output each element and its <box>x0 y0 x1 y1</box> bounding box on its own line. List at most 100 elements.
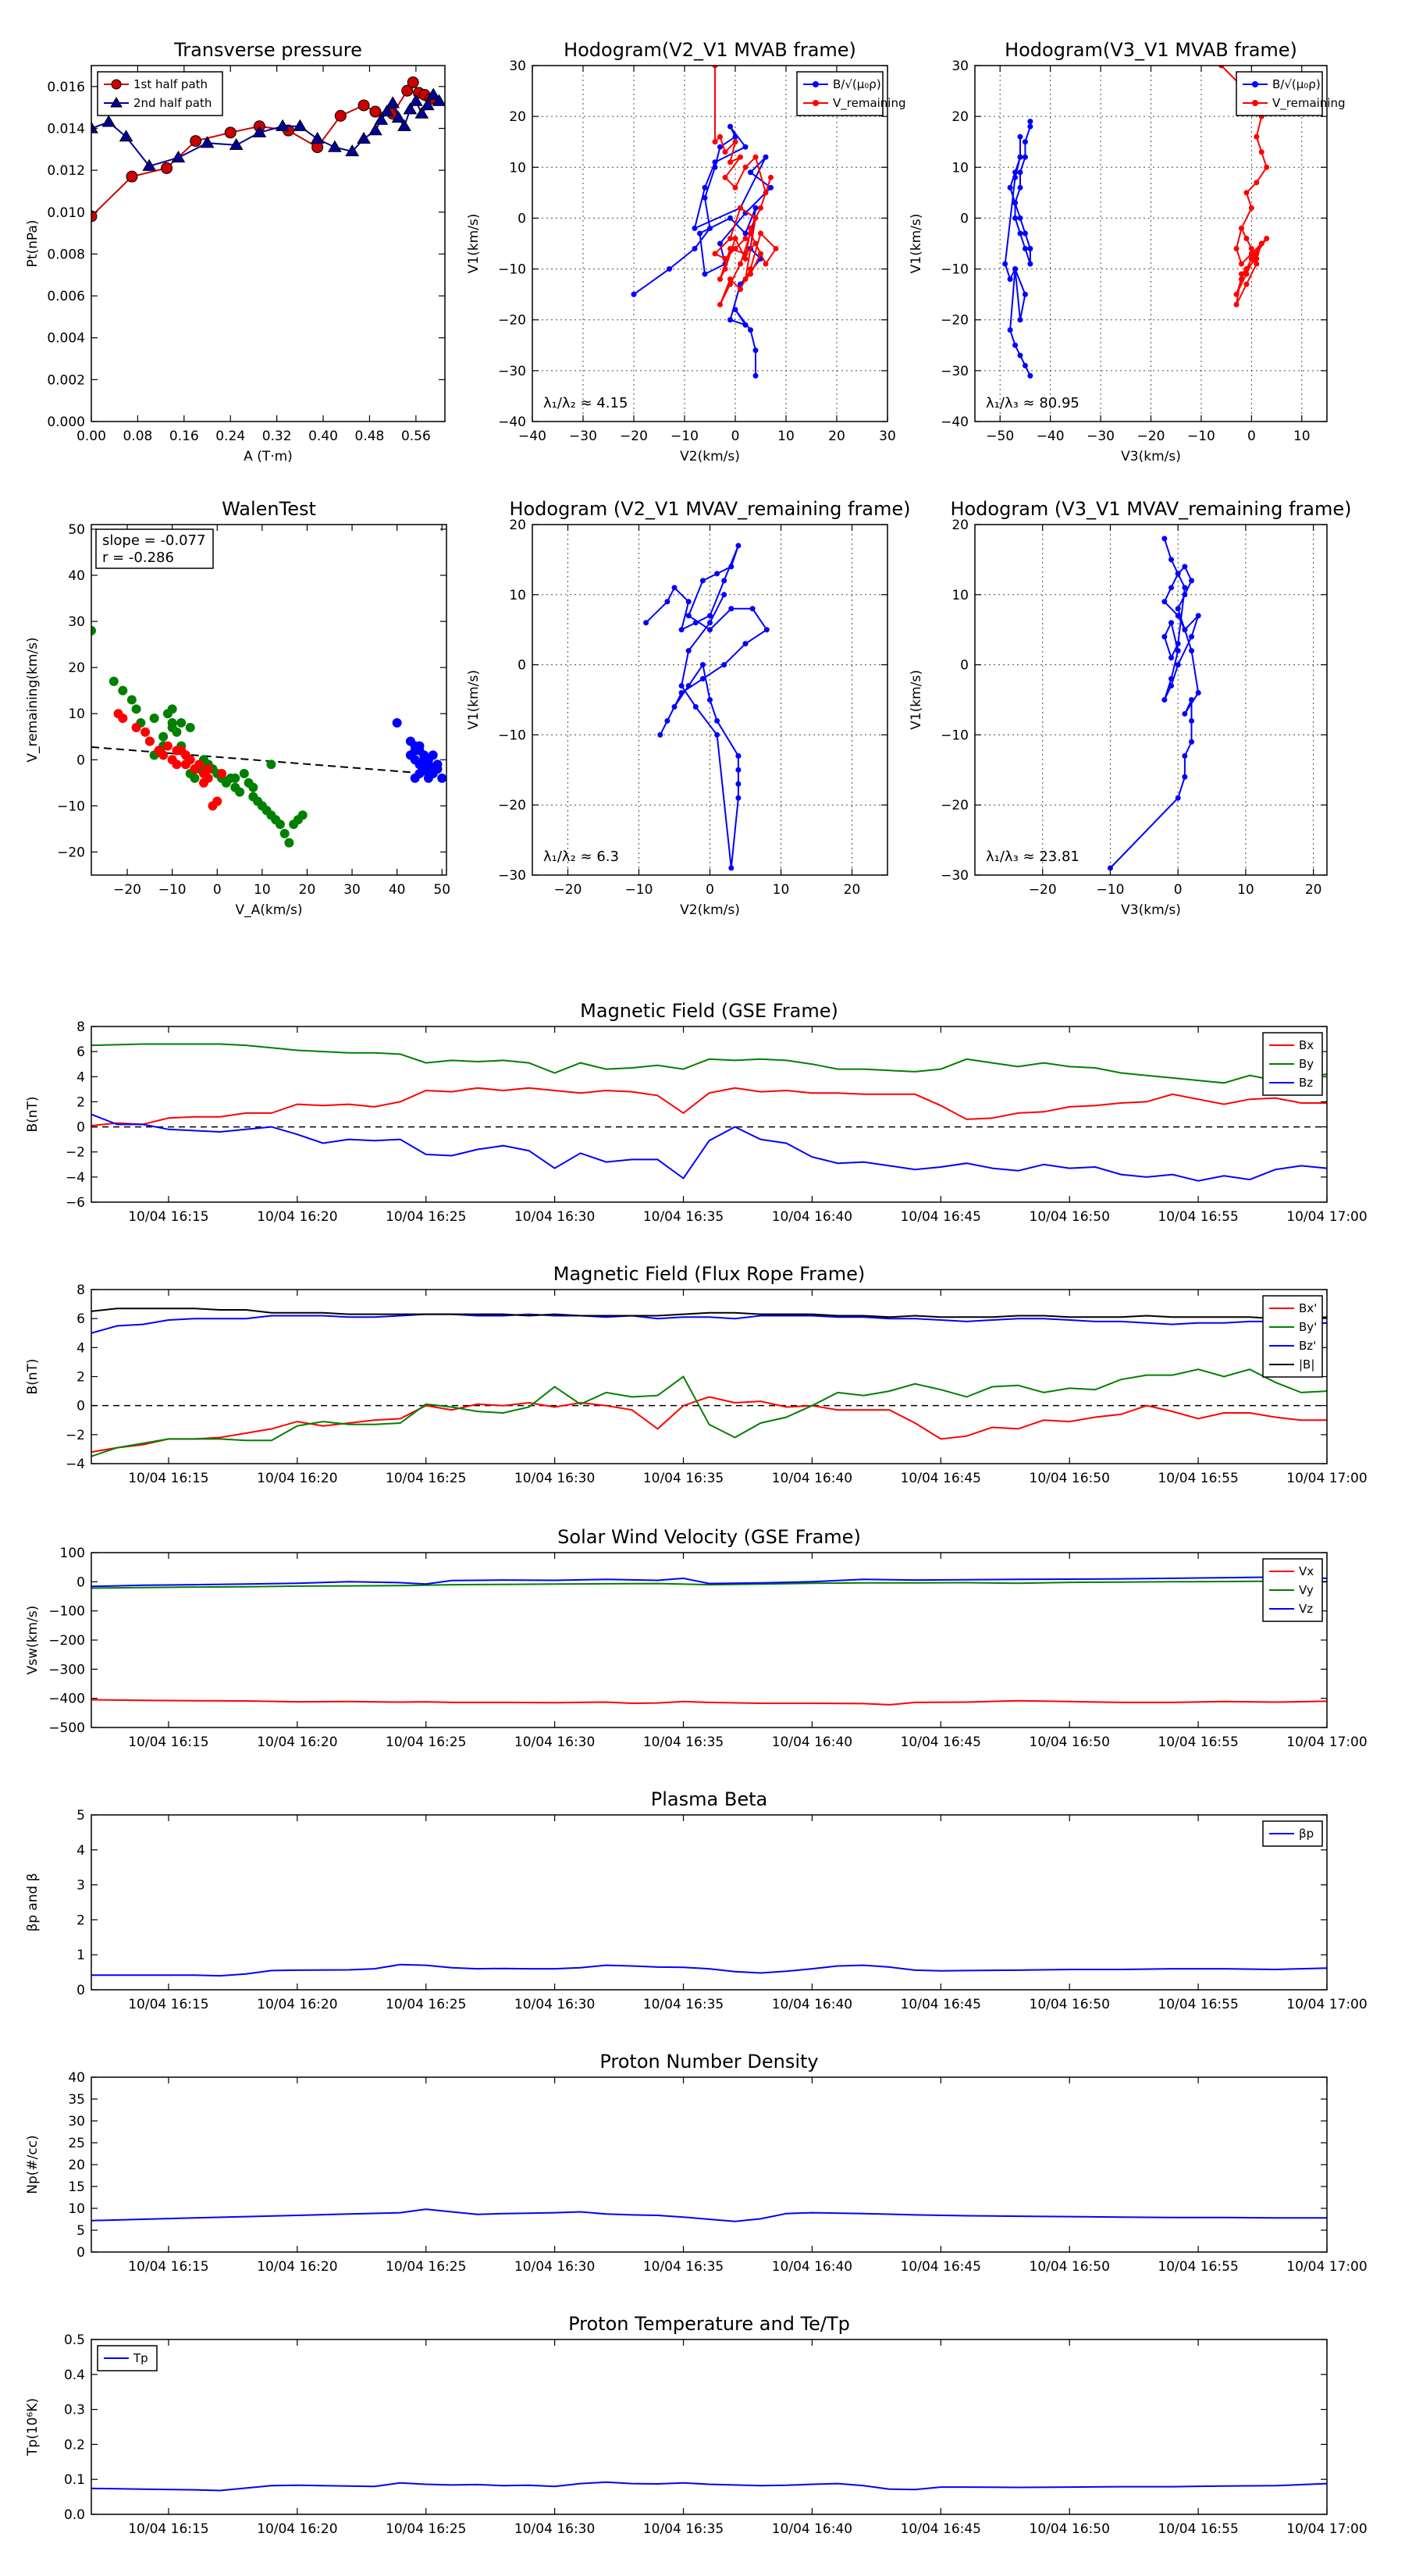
x-axis-label: V3(km/s) <box>1121 449 1181 464</box>
y-tick-label: 0.004 <box>47 331 85 347</box>
x-tick-label: −20 <box>554 882 582 898</box>
data-point <box>158 750 169 760</box>
data-point <box>664 599 670 605</box>
data-point <box>91 210 98 222</box>
legend-label: βp <box>1299 1827 1314 1841</box>
y-tick-label: 15 <box>68 2179 85 2195</box>
y-tick-label: 10 <box>68 706 85 722</box>
data-point <box>1017 317 1023 323</box>
x-tick-label: 10 <box>777 429 795 444</box>
y-tick-label: 35 <box>68 2092 85 2108</box>
data-point <box>397 119 411 131</box>
x-tick-label: 10/04 17:00 <box>1286 1209 1367 1225</box>
x-tick-label: 10/04 16:20 <box>257 2259 337 2275</box>
data-point <box>408 94 423 106</box>
data-point <box>1248 246 1254 252</box>
data-point <box>1238 261 1244 267</box>
y-tick-label: 50 <box>68 522 85 538</box>
data-point <box>685 613 692 619</box>
data-point <box>1175 662 1181 668</box>
chart-title: Proton Number Density <box>599 2051 818 2073</box>
legend-box <box>1236 71 1323 116</box>
x-tick-label: 0.32 <box>262 429 292 444</box>
x-tick-label: −40 <box>518 429 546 444</box>
x-tick-label: 10/04 16:45 <box>901 1997 981 2012</box>
series-line-0 <box>645 545 768 869</box>
x-tick-label: 10/04 16:25 <box>386 1997 466 2012</box>
data-point <box>722 266 728 272</box>
chart-title: Magnetic Field (GSE Frame) <box>580 1000 838 1022</box>
legend-label: By' <box>1299 1320 1317 1334</box>
y-axis-label: V1(km/s) <box>466 670 482 730</box>
x-tick-label: −10 <box>1187 429 1215 444</box>
series-line-Vz <box>91 1576 1327 1588</box>
data-point <box>721 592 727 598</box>
data-point <box>1254 256 1260 262</box>
x-tick-label: 10/04 16:15 <box>128 1471 208 1486</box>
data-point <box>101 115 116 127</box>
data-point <box>664 717 670 724</box>
series-group <box>631 66 779 379</box>
x-tick-label: 10/04 16:20 <box>257 1209 337 1225</box>
x-tick-label: 10/04 16:40 <box>772 1735 852 1750</box>
x-tick-label: 10/04 16:35 <box>643 1735 724 1750</box>
y-axis-label: βp and β <box>25 1873 41 1931</box>
legend-label: 2nd half path <box>133 96 212 110</box>
series-group <box>91 76 445 222</box>
x-tick-label: 10/04 16:30 <box>514 1997 595 2012</box>
data-point <box>685 683 692 689</box>
data-point <box>167 722 177 732</box>
data-point <box>357 131 371 144</box>
series-group <box>91 1043 1327 1182</box>
data-point <box>748 271 753 277</box>
data-point <box>162 741 173 751</box>
series-group <box>643 543 770 871</box>
axes-frame <box>532 65 888 422</box>
axes-frame <box>91 2339 1328 2515</box>
data-point <box>714 717 720 724</box>
legend-box <box>796 71 884 116</box>
data-point <box>692 620 699 626</box>
chart-title: Transverse pressure <box>173 39 362 61</box>
y-tick-label: −300 <box>48 1662 85 1678</box>
data-point <box>758 205 763 211</box>
series-line-βp <box>91 1963 1327 1977</box>
data-point <box>1238 276 1244 283</box>
data-point <box>738 286 743 293</box>
data-point <box>714 731 720 738</box>
y-tick-label: −30 <box>941 868 969 884</box>
series-line-By' <box>91 1368 1327 1457</box>
data-point <box>748 169 753 176</box>
data-point <box>1248 256 1254 262</box>
series-line-By <box>91 1043 1327 1084</box>
data-point <box>426 87 441 100</box>
data-point <box>1022 362 1028 368</box>
x-tick-label: 10/04 16:15 <box>128 2259 208 2275</box>
data-point <box>172 745 182 756</box>
chart-title: Hodogram (V2_V1 MVAV_remaining frame) <box>509 498 910 520</box>
y-tick-label: −40 <box>498 415 526 430</box>
x-tick-label: 10/04 16:20 <box>257 1997 337 2012</box>
data-point <box>707 225 713 231</box>
series-group <box>91 1308 1327 1457</box>
data-point <box>742 235 749 241</box>
x-tick-label: 0 <box>731 429 740 444</box>
data-point <box>217 769 227 779</box>
data-point <box>722 174 728 180</box>
data-point <box>1189 697 1195 703</box>
data-point <box>735 753 742 759</box>
data-point <box>735 767 742 773</box>
y-tick-label: 5 <box>76 1808 85 1823</box>
x-tick-label: 10/04 16:55 <box>1158 1471 1238 1486</box>
x-tick-label: −50 <box>986 429 1014 444</box>
data-point <box>712 139 718 145</box>
y-axis-label: B(nT) <box>25 1096 41 1132</box>
data-point <box>405 750 415 760</box>
data-point <box>712 251 718 257</box>
data-point <box>1027 246 1033 252</box>
data-point <box>118 713 128 724</box>
data-point <box>328 140 342 152</box>
y-tick-label: −200 <box>48 1633 85 1649</box>
chart-beta: 10/04 16:15 10/04 16:20 10/04 16:25 10/04 1… <box>25 1788 1368 2012</box>
y-tick-label: −100 <box>48 1604 85 1620</box>
